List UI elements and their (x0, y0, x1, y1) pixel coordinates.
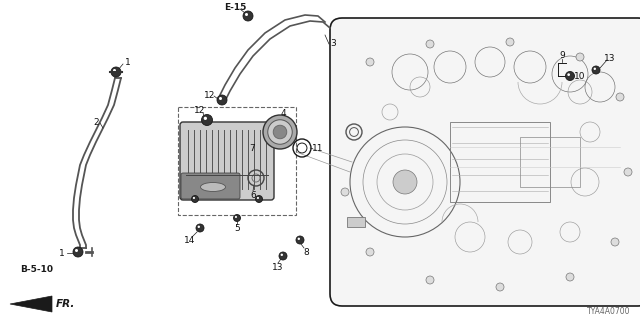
Circle shape (298, 238, 300, 240)
Polygon shape (10, 296, 52, 312)
Circle shape (616, 93, 624, 101)
Circle shape (341, 188, 349, 196)
Circle shape (280, 254, 283, 256)
Text: 6: 6 (250, 190, 256, 199)
Circle shape (196, 224, 204, 232)
Circle shape (191, 196, 198, 203)
FancyBboxPatch shape (330, 18, 640, 306)
Text: 13: 13 (604, 53, 616, 62)
Circle shape (113, 69, 116, 72)
Ellipse shape (200, 182, 225, 191)
Text: 12: 12 (204, 91, 216, 100)
Text: 10: 10 (574, 71, 586, 81)
Text: 1: 1 (59, 249, 65, 258)
Circle shape (263, 115, 297, 149)
Circle shape (611, 238, 619, 246)
Circle shape (234, 214, 241, 221)
Circle shape (506, 38, 514, 46)
Circle shape (235, 216, 237, 218)
Circle shape (567, 73, 570, 76)
Bar (347, 217, 365, 227)
Circle shape (255, 196, 262, 203)
Text: B-5-10: B-5-10 (20, 266, 53, 275)
Circle shape (566, 273, 574, 281)
Circle shape (576, 53, 584, 61)
Circle shape (202, 115, 212, 125)
Circle shape (496, 283, 504, 291)
Bar (450, 122, 550, 202)
Text: 8: 8 (303, 247, 309, 257)
Text: 4: 4 (280, 108, 286, 117)
Bar (520, 137, 580, 187)
Circle shape (219, 97, 222, 100)
Circle shape (217, 95, 227, 105)
Circle shape (624, 168, 632, 176)
Circle shape (393, 170, 417, 194)
Circle shape (366, 248, 374, 256)
Circle shape (257, 197, 259, 199)
Circle shape (279, 252, 287, 260)
Text: FR.: FR. (56, 299, 76, 309)
Circle shape (111, 67, 121, 77)
Circle shape (273, 125, 287, 139)
Circle shape (73, 247, 83, 257)
Text: 13: 13 (272, 262, 284, 271)
Text: E-15: E-15 (224, 3, 246, 12)
Circle shape (426, 40, 434, 48)
Circle shape (198, 226, 200, 228)
Circle shape (593, 68, 596, 70)
Text: 1: 1 (125, 58, 131, 67)
Text: 14: 14 (184, 236, 196, 244)
Circle shape (245, 13, 248, 16)
Text: 2: 2 (93, 117, 99, 126)
Circle shape (426, 276, 434, 284)
Circle shape (204, 117, 207, 120)
Bar (178, 107, 296, 215)
Circle shape (268, 120, 292, 144)
Circle shape (592, 66, 600, 74)
Circle shape (193, 197, 195, 199)
Circle shape (296, 236, 304, 244)
Text: 11: 11 (312, 143, 324, 153)
FancyBboxPatch shape (181, 173, 240, 199)
Circle shape (366, 58, 374, 66)
FancyBboxPatch shape (180, 122, 274, 200)
Text: 5: 5 (234, 223, 240, 233)
Text: TYA4A0700: TYA4A0700 (586, 308, 630, 316)
Circle shape (75, 249, 78, 252)
Text: 7: 7 (249, 143, 255, 153)
Circle shape (243, 11, 253, 21)
Text: 9: 9 (559, 51, 565, 60)
Text: 12: 12 (195, 106, 205, 115)
Text: 3: 3 (330, 38, 336, 47)
Circle shape (566, 71, 575, 81)
